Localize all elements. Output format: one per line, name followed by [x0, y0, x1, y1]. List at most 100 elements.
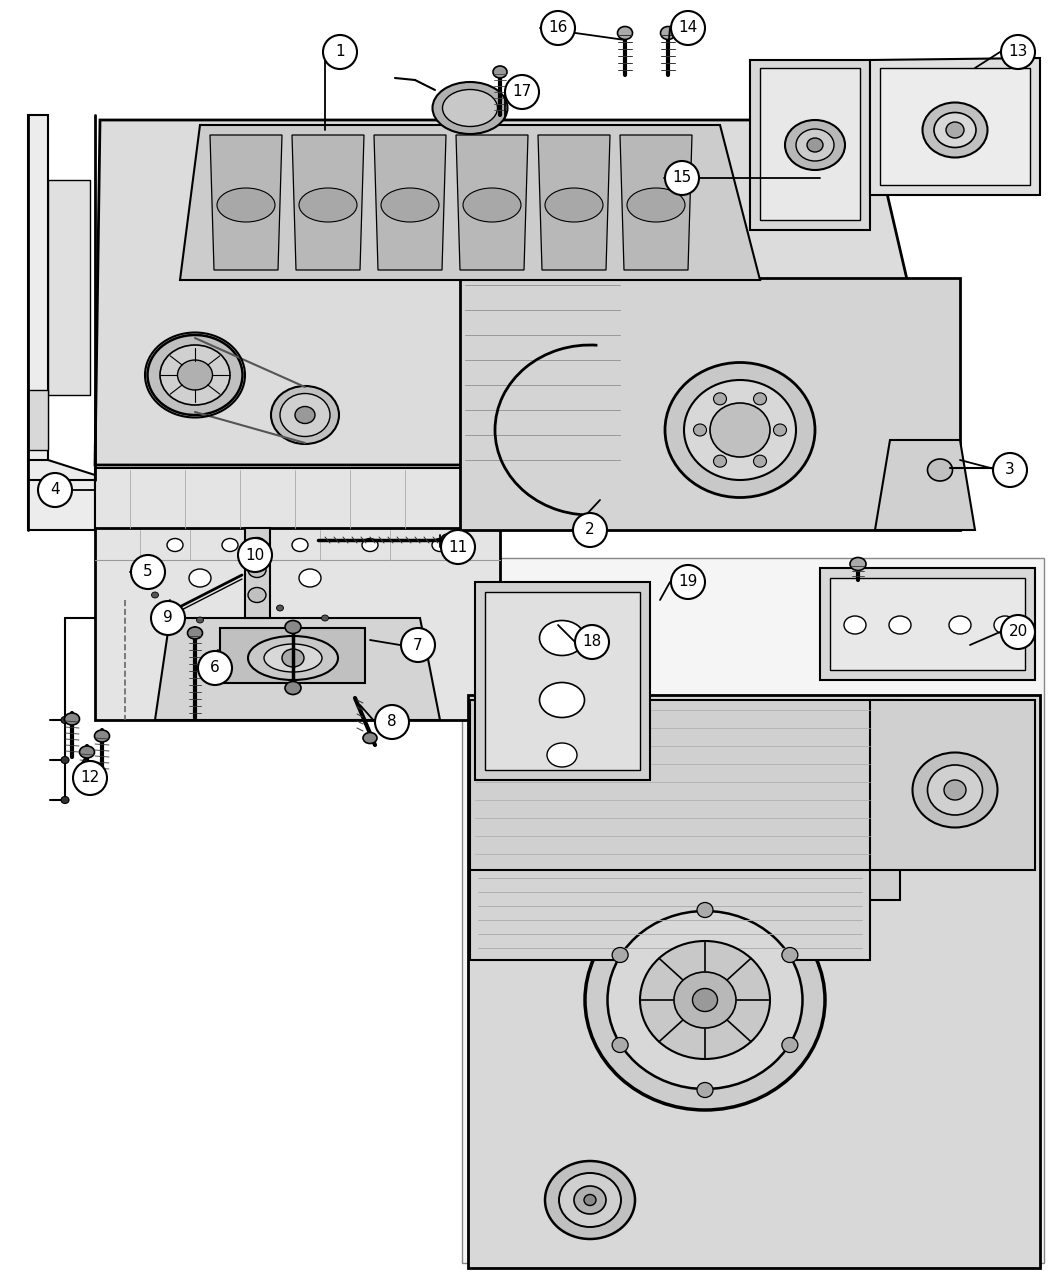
Text: 10: 10 [246, 547, 265, 562]
Ellipse shape [540, 682, 585, 718]
Ellipse shape [248, 588, 266, 603]
Ellipse shape [248, 636, 338, 680]
Ellipse shape [248, 538, 266, 552]
Ellipse shape [714, 393, 727, 405]
Ellipse shape [222, 538, 238, 552]
Ellipse shape [714, 455, 727, 467]
Ellipse shape [189, 569, 211, 586]
Circle shape [375, 705, 410, 739]
Ellipse shape [660, 27, 675, 40]
Text: 13: 13 [1008, 45, 1028, 60]
Circle shape [151, 601, 185, 635]
Ellipse shape [547, 743, 578, 768]
Polygon shape [880, 68, 1030, 185]
Polygon shape [870, 57, 1040, 195]
Ellipse shape [271, 386, 339, 444]
Ellipse shape [665, 362, 815, 497]
Ellipse shape [807, 138, 823, 152]
Circle shape [665, 161, 699, 195]
Circle shape [1001, 34, 1035, 69]
Ellipse shape [151, 592, 159, 598]
Polygon shape [475, 581, 650, 780]
Ellipse shape [433, 82, 507, 134]
Ellipse shape [923, 102, 987, 158]
Circle shape [1001, 615, 1035, 649]
Ellipse shape [949, 616, 971, 634]
Ellipse shape [889, 616, 911, 634]
Ellipse shape [177, 360, 212, 390]
Ellipse shape [217, 187, 275, 222]
Ellipse shape [782, 947, 798, 963]
Polygon shape [820, 567, 1035, 680]
Circle shape [131, 555, 165, 589]
Ellipse shape [674, 972, 736, 1028]
Ellipse shape [844, 616, 866, 634]
Polygon shape [180, 125, 760, 280]
Ellipse shape [442, 89, 498, 126]
Ellipse shape [912, 752, 998, 827]
Ellipse shape [612, 947, 628, 963]
Ellipse shape [574, 1186, 606, 1214]
Ellipse shape [282, 649, 304, 667]
Polygon shape [620, 135, 692, 270]
Ellipse shape [264, 644, 322, 672]
Ellipse shape [946, 122, 964, 138]
Ellipse shape [295, 407, 315, 423]
Circle shape [198, 652, 232, 685]
Polygon shape [470, 870, 870, 960]
Text: 3: 3 [1005, 463, 1015, 478]
Ellipse shape [785, 120, 845, 170]
Text: 17: 17 [512, 84, 531, 99]
Ellipse shape [280, 394, 330, 436]
Text: 7: 7 [414, 638, 423, 653]
Polygon shape [292, 135, 364, 270]
Ellipse shape [994, 616, 1016, 634]
Circle shape [238, 538, 272, 572]
Ellipse shape [627, 187, 685, 222]
Ellipse shape [545, 187, 603, 222]
Ellipse shape [774, 425, 786, 436]
Ellipse shape [463, 187, 521, 222]
Polygon shape [94, 120, 950, 465]
Circle shape [441, 530, 475, 564]
Ellipse shape [612, 1038, 628, 1052]
Ellipse shape [796, 129, 834, 161]
Polygon shape [245, 528, 270, 618]
Text: 6: 6 [210, 660, 219, 676]
Ellipse shape [584, 1195, 596, 1205]
Bar [462, 558, 1044, 1264]
Ellipse shape [292, 538, 308, 552]
Polygon shape [210, 135, 282, 270]
Polygon shape [485, 592, 640, 770]
Circle shape [671, 11, 705, 45]
Circle shape [38, 473, 72, 507]
Text: 19: 19 [678, 575, 697, 589]
Polygon shape [374, 135, 446, 270]
Bar [28, 390, 48, 450]
Polygon shape [750, 60, 870, 230]
Ellipse shape [147, 335, 243, 414]
Circle shape [505, 75, 539, 108]
Ellipse shape [617, 27, 632, 40]
Ellipse shape [608, 912, 802, 1089]
Ellipse shape [540, 621, 585, 655]
Ellipse shape [441, 534, 455, 546]
Polygon shape [460, 278, 960, 530]
Ellipse shape [585, 890, 825, 1111]
Ellipse shape [934, 112, 976, 148]
Ellipse shape [381, 187, 439, 222]
Ellipse shape [754, 455, 766, 467]
Ellipse shape [160, 346, 230, 405]
Ellipse shape [299, 569, 321, 586]
Ellipse shape [545, 1162, 635, 1239]
Ellipse shape [61, 756, 69, 764]
Ellipse shape [432, 538, 448, 552]
Text: 5: 5 [143, 565, 153, 580]
Ellipse shape [321, 615, 329, 621]
Polygon shape [48, 180, 90, 395]
Ellipse shape [927, 765, 983, 815]
Ellipse shape [363, 733, 377, 743]
Polygon shape [468, 695, 1040, 1269]
Ellipse shape [494, 66, 507, 78]
Ellipse shape [782, 1038, 798, 1052]
